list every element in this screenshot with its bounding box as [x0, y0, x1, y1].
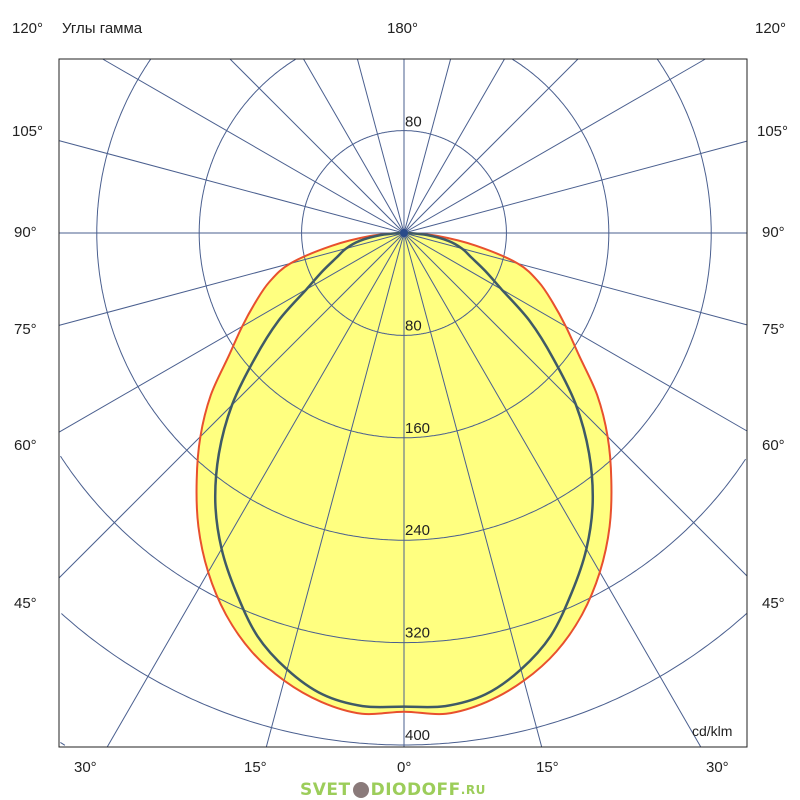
grid-spoke [303, 58, 405, 234]
angle-label-right: 105° [757, 123, 789, 140]
intensity-curve-0 [195, 232, 613, 716]
grid-spoke [403, 232, 702, 748]
chart-title: Углы гамма [62, 20, 143, 37]
angle-label-left: 75° [14, 321, 37, 338]
radial-tick-label: 400 [405, 727, 430, 744]
radial-tick-label: 240 [405, 522, 430, 539]
plot-frame [58, 58, 748, 748]
radial-tick-label: 320 [405, 625, 430, 642]
grid-spoke [58, 140, 405, 234]
radial-tick-label: 160 [405, 420, 430, 437]
grid-spoke [58, 232, 405, 433]
grid-spoke [106, 232, 405, 748]
unit-label: cd/klm [692, 723, 733, 739]
radial-tick-label: 80 [405, 114, 422, 131]
center-point [400, 229, 408, 237]
angle-label-right: 45° [762, 595, 785, 612]
angle-label-bottom: 0° [397, 759, 412, 776]
grid-ring [60, 455, 747, 644]
logo-text: DIODOFF [370, 780, 461, 800]
angle-label-left: 90° [14, 224, 37, 241]
grid-ring [96, 58, 712, 541]
grid-spoke [403, 232, 543, 748]
grid-spoke [403, 58, 505, 234]
angle-label-bottom: 15° [244, 759, 267, 776]
logo-text: .RU [460, 783, 486, 797]
grid-spoke [356, 58, 405, 234]
angle-label-left: 105° [12, 123, 44, 140]
grid-spoke [403, 58, 452, 234]
angle-label-bottom: 15° [536, 759, 559, 776]
angle-label-top-left: 120° [12, 20, 44, 37]
watermark-logo: SVET DIODOFF .RU [300, 780, 486, 800]
logo-dots-icon [352, 782, 369, 798]
angle-label-top-right: 120° [755, 20, 787, 37]
grid-spoke [229, 58, 405, 234]
grid-spoke [403, 232, 748, 432]
grid-ring [198, 58, 610, 439]
grid-ring [60, 741, 66, 746]
angle-label-bottom: 30° [74, 759, 97, 776]
grid-spoke [403, 58, 706, 234]
angle-label-bottom: 30° [706, 759, 729, 776]
angle-label-left: 60° [14, 437, 37, 454]
grid-spoke [265, 232, 405, 748]
logo-text: SVET [300, 780, 351, 800]
grid-spoke [403, 140, 748, 234]
grid-spoke [403, 58, 579, 234]
angle-label-left: 45° [14, 595, 37, 612]
angle-label-top: 180° [387, 20, 419, 37]
radial-tick-label: 80 [405, 317, 422, 334]
angle-label-right: 90° [762, 224, 785, 241]
intensity-curve-1 [213, 231, 595, 709]
grid-spoke [102, 58, 405, 234]
angle-label-right: 60° [762, 437, 785, 454]
angle-label-right: 75° [762, 321, 785, 338]
